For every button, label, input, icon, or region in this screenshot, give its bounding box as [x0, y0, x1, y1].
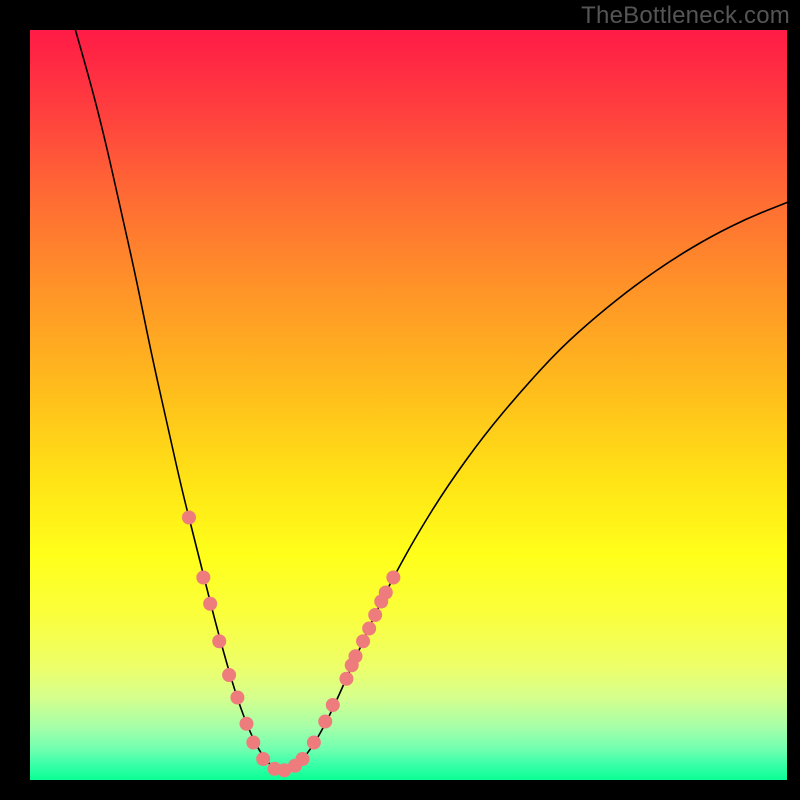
watermark-text: TheBottleneck.com — [581, 2, 790, 30]
data-marker — [349, 649, 363, 663]
data-marker — [362, 622, 376, 636]
data-marker — [386, 571, 400, 585]
chart-outer: TheBottleneck.com — [0, 0, 800, 800]
data-marker — [246, 736, 260, 750]
data-marker — [368, 608, 382, 622]
data-marker — [256, 752, 270, 766]
data-marker — [230, 691, 244, 705]
data-marker — [318, 715, 332, 729]
data-marker — [356, 634, 370, 648]
data-marker — [240, 717, 254, 731]
data-marker — [196, 571, 210, 585]
data-marker — [222, 668, 236, 682]
data-marker — [203, 597, 217, 611]
plot-area — [30, 30, 787, 780]
data-marker — [212, 634, 226, 648]
data-marker — [182, 511, 196, 525]
data-marker — [379, 586, 393, 600]
plot-svg — [30, 30, 787, 780]
plot-background — [30, 30, 787, 780]
data-marker — [339, 672, 353, 686]
data-marker — [326, 698, 340, 712]
data-marker — [307, 736, 321, 750]
data-marker — [296, 752, 310, 766]
